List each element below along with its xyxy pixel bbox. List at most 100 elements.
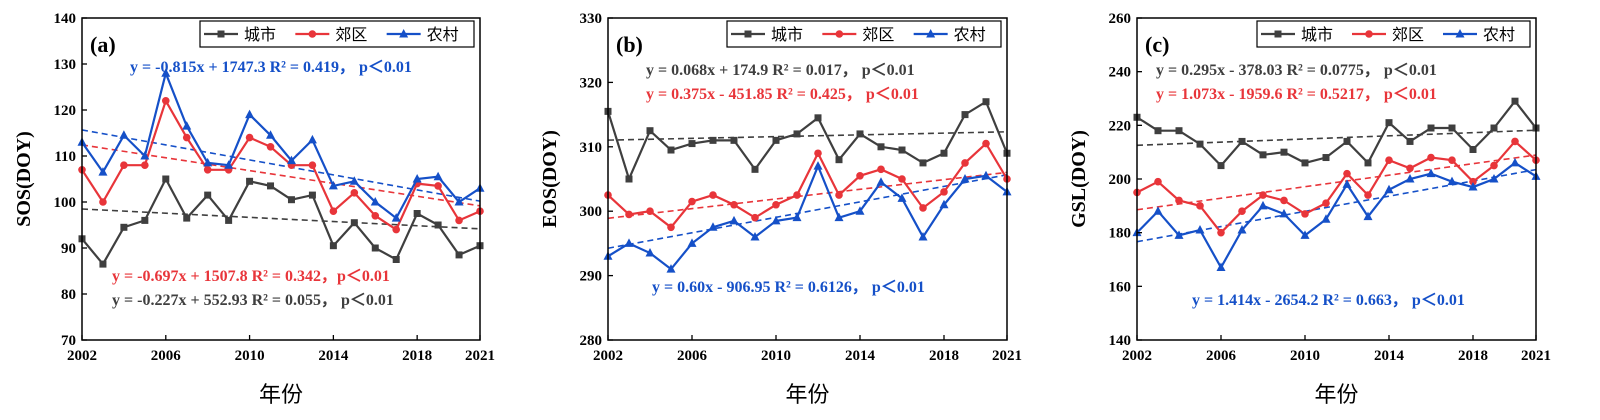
data-point bbox=[1511, 97, 1519, 105]
data-point bbox=[1216, 262, 1226, 272]
data-point bbox=[183, 214, 191, 222]
legend-label: 城市 bbox=[244, 25, 276, 44]
data-point bbox=[1280, 196, 1288, 205]
x-tick-label: 2021 bbox=[465, 348, 495, 364]
data-point bbox=[666, 264, 676, 273]
data-point bbox=[308, 161, 317, 169]
data-point bbox=[687, 238, 697, 247]
x-tick-label: 2010 bbox=[235, 348, 265, 364]
data-point bbox=[877, 143, 885, 151]
data-point bbox=[1384, 184, 1394, 194]
data-point bbox=[814, 114, 822, 122]
data-point bbox=[120, 161, 128, 169]
data-point bbox=[1469, 145, 1477, 153]
data-point bbox=[1174, 230, 1184, 239]
data-point bbox=[898, 175, 906, 183]
trend-line bbox=[1136, 154, 1537, 211]
data-point bbox=[140, 151, 150, 160]
x-tick-label: 2021 bbox=[1521, 348, 1551, 364]
trend-equation: y = 0.295x - 378.03 R² = 0.0775， p＜0.01 bbox=[1156, 62, 1437, 79]
data-point bbox=[392, 225, 401, 234]
trend-equation: y = 1.414x - 2654.2 R² = 0.663， p＜0.01 bbox=[1192, 292, 1465, 309]
data-point bbox=[392, 256, 400, 263]
trend-equation: y = 0.60x - 906.95 R² = 0.6126， p＜0.01 bbox=[652, 279, 925, 296]
data-point bbox=[350, 219, 358, 227]
trend-line bbox=[607, 131, 1008, 141]
y-tick-label: 140 bbox=[1109, 333, 1132, 349]
data-point bbox=[835, 191, 843, 199]
data-point bbox=[1448, 156, 1456, 165]
data-point bbox=[624, 238, 634, 247]
data-point bbox=[1238, 137, 1246, 145]
data-point bbox=[119, 130, 129, 139]
data-point bbox=[877, 165, 885, 174]
data-point bbox=[245, 109, 255, 119]
data-point bbox=[349, 176, 359, 185]
data-point bbox=[225, 216, 233, 224]
data-point bbox=[371, 212, 380, 220]
data-point bbox=[1321, 214, 1331, 223]
data-point bbox=[350, 189, 359, 197]
data-point bbox=[1363, 211, 1373, 221]
x-tick-label: 2021 bbox=[992, 348, 1022, 364]
data-point bbox=[308, 191, 316, 199]
data-point bbox=[1468, 182, 1478, 191]
data-point bbox=[960, 174, 970, 183]
y-tick-label: 100 bbox=[54, 195, 77, 211]
data-point bbox=[1342, 179, 1352, 188]
data-point bbox=[1217, 162, 1225, 170]
data-point bbox=[667, 146, 675, 154]
data-point bbox=[919, 204, 927, 212]
data-point bbox=[793, 130, 801, 138]
data-point bbox=[856, 171, 864, 180]
x-tick-label: 2018 bbox=[402, 348, 432, 364]
x-tick-label: 2002 bbox=[1122, 348, 1152, 364]
data-point bbox=[1196, 202, 1204, 210]
data-point bbox=[182, 133, 191, 142]
data-point bbox=[98, 167, 108, 176]
data-point bbox=[751, 165, 759, 173]
y-tick-label: 310 bbox=[580, 140, 603, 156]
data-point bbox=[939, 199, 949, 209]
data-point bbox=[856, 130, 864, 138]
legend-label: 城市 bbox=[771, 25, 803, 44]
trend-equation: y = -0.815x + 1747.3 R² = 0.419， p＜0.01 bbox=[130, 59, 412, 76]
data-point bbox=[1280, 148, 1288, 156]
data-point bbox=[1196, 140, 1204, 148]
legend-marker bbox=[217, 30, 225, 38]
data-point bbox=[750, 231, 760, 241]
y-tick-label: 80 bbox=[61, 287, 76, 303]
x-tick-label: 2006 bbox=[151, 348, 182, 364]
data-point bbox=[1175, 127, 1183, 135]
legend-marker bbox=[308, 30, 317, 38]
data-point bbox=[897, 193, 907, 202]
trend-equation: y = 0.068x + 174.9 R² = 0.017， p＜0.01 bbox=[646, 62, 915, 79]
data-point bbox=[855, 206, 865, 215]
data-point bbox=[1427, 124, 1435, 132]
legend-box bbox=[726, 20, 1002, 48]
data-point bbox=[455, 216, 463, 225]
data-point bbox=[328, 180, 338, 190]
data-point bbox=[1364, 159, 1372, 167]
legend-label: 农村 bbox=[427, 25, 459, 44]
data-point bbox=[1490, 161, 1498, 170]
data-point bbox=[224, 160, 234, 169]
data-point bbox=[1427, 153, 1435, 162]
data-point bbox=[772, 136, 780, 144]
series-line bbox=[81, 69, 481, 220]
data-point bbox=[1469, 177, 1477, 186]
data-point bbox=[434, 221, 442, 229]
y-axis-label: GSL(DOY) bbox=[1068, 130, 1090, 228]
data-point bbox=[1490, 124, 1498, 132]
data-point bbox=[814, 149, 822, 158]
x-tick-label: 2010 bbox=[1290, 348, 1320, 364]
x-tick-label: 2006 bbox=[1206, 348, 1237, 364]
legend-marker bbox=[744, 30, 752, 38]
data-point bbox=[646, 207, 654, 215]
data-point bbox=[203, 166, 212, 174]
data-point bbox=[919, 159, 927, 167]
y-tick-label: 180 bbox=[1109, 226, 1132, 242]
data-point bbox=[1385, 156, 1393, 165]
data-point bbox=[771, 215, 781, 225]
trend-line bbox=[81, 144, 481, 207]
